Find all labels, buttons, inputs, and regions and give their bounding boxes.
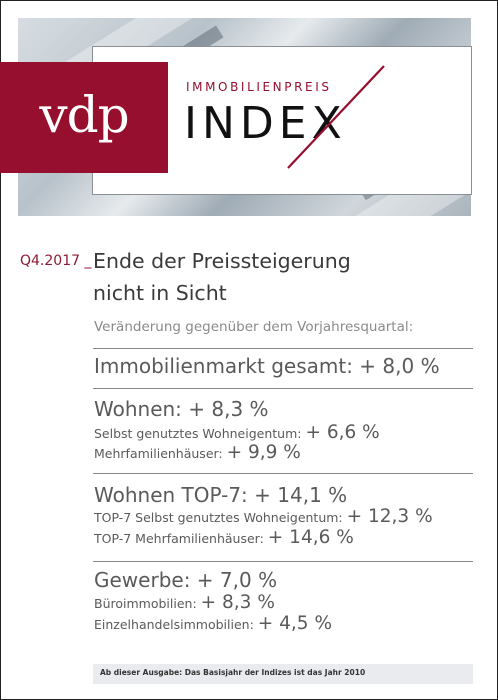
gewerbe-item-label: Einzelhandelsimmobilien: (94, 617, 258, 632)
gewerbe-value: + 7,0 % (196, 568, 278, 592)
brand-subtitle: IMMOBILIENPREIS (186, 80, 332, 94)
wohnen-row: Wohnen: + 8,3 % (94, 397, 269, 421)
brand-title: INDEX (184, 98, 347, 149)
divider (93, 473, 473, 474)
headline-line-1: Ende der Preissteigerung (93, 249, 351, 273)
top7-item-label: TOP-7 Selbst genutztes Wohneigentum: (94, 510, 347, 525)
divider (93, 561, 473, 562)
footer-note: Ab dieser Ausgabe: Das Basisjahr der Ind… (100, 668, 366, 677)
gewerbe-item-row: Einzelhandelsimmobilien: + 4,5 % (94, 613, 332, 634)
divider (93, 388, 473, 389)
vdp-logo: vdp (39, 86, 129, 144)
top7-item-row: TOP-7 Selbst genutztes Wohneigentum: + 1… (94, 506, 433, 527)
headline: Ende der Preissteigerung nicht in Sicht (93, 245, 473, 309)
wohnen-item-row: Selbst genutztes Wohneigentum: + 6,6 % (94, 422, 380, 443)
red-slash-icon (287, 65, 385, 169)
quarter-label: Q4.2017 _ (20, 253, 92, 269)
wohnen-item-value: + 6,6 % (305, 422, 380, 443)
gewerbe-item-value: + 4,5 % (257, 613, 333, 634)
footer-bar (93, 664, 473, 684)
vdp-logo-box (0, 62, 168, 173)
headline-line-2: nicht in Sicht (93, 281, 227, 305)
wohnen-value: + 8,3 % (188, 397, 269, 421)
top7-label: Wohnen TOP-7: (94, 483, 255, 507)
top7-item-row: TOP-7 Mehrfamilienhäuser: + 14,6 % (94, 527, 354, 548)
total-row: Immobilienmarkt gesamt: + 8,0 % (94, 354, 440, 378)
divider (93, 348, 473, 349)
wohnen-label: Wohnen: (94, 397, 189, 421)
gewerbe-item-value: + 8,3 % (200, 592, 275, 613)
wohnen-item-value: + 9,9 % (226, 442, 301, 463)
wohnen-item-row: Mehrfamilienhäuser: + 9,9 % (94, 442, 301, 463)
top7-item-value: + 14,6 % (267, 527, 354, 548)
total-label: Immobilienmarkt gesamt: (94, 354, 360, 378)
gewerbe-item-label: Büroimmobilien: (94, 596, 201, 611)
total-value: + 8,0 % (359, 354, 440, 378)
top7-item-label: TOP-7 Mehrfamilienhäuser: (94, 531, 268, 546)
gewerbe-item-row: Büroimmobilien: + 8,3 % (94, 592, 275, 613)
gewerbe-label: Gewerbe: (94, 568, 197, 592)
top7-row: Wohnen TOP-7: + 14,1 % (94, 483, 347, 507)
intro-text: Veränderung gegenüber dem Vorjahresquart… (94, 319, 414, 335)
top7-value: + 14,1 % (254, 483, 348, 507)
wohnen-item-label: Selbst genutztes Wohneigentum: (94, 426, 306, 441)
top7-item-value: + 12,3 % (346, 506, 433, 527)
wohnen-item-label: Mehrfamilienhäuser: (94, 446, 227, 461)
gewerbe-row: Gewerbe: + 7,0 % (94, 568, 277, 592)
